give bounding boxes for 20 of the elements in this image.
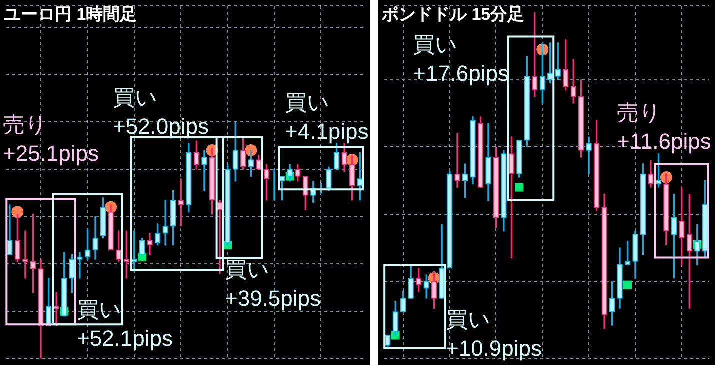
candlestick [77,252,83,279]
annotation: 買い +4.1pips [285,89,369,146]
point [624,280,632,290]
candlestick [162,200,168,246]
annotation: 買い +52.1pips [77,296,174,353]
annotation: 買い +52.0pips [113,84,210,141]
annotation: 売り +11.6pips [617,99,712,156]
point [515,183,524,192]
chart-title: ユーロ円 1時間足 [4,4,138,26]
annotation: 買い +17.6pips [413,31,510,88]
candlestick [586,136,592,174]
candlestick [454,133,460,188]
annotation: 売り +25.1pips [3,111,100,168]
annotation: 買い +10.9pips [446,306,542,363]
point [12,206,24,218]
candlestick [147,233,153,256]
chart-title: ポンドドル 15分足 [382,4,525,26]
annotation: 買い +39.5pips [225,256,322,313]
candlestick [202,150,208,192]
candlestick [22,230,28,279]
